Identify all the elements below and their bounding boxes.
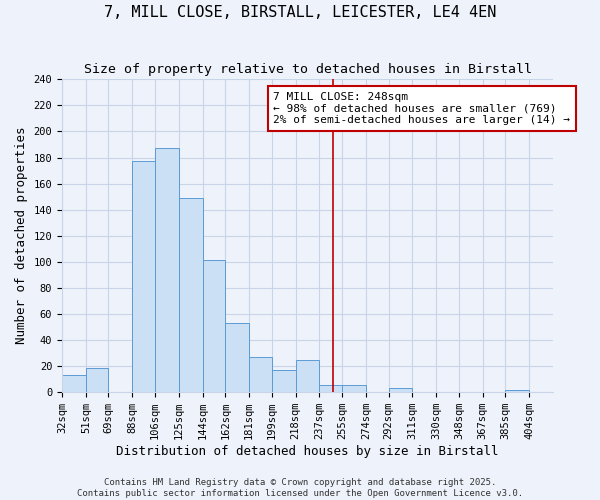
Text: 7 MILL CLOSE: 248sqm
← 98% of detached houses are smaller (769)
2% of semi-detac: 7 MILL CLOSE: 248sqm ← 98% of detached h… xyxy=(273,92,570,125)
Bar xyxy=(342,385,366,392)
Text: 7, MILL CLOSE, BIRSTALL, LEICESTER, LE4 4EN: 7, MILL CLOSE, BIRSTALL, LEICESTER, LE4 … xyxy=(104,5,496,20)
Bar xyxy=(319,385,342,392)
Bar xyxy=(249,356,272,392)
Bar xyxy=(296,360,319,392)
Bar xyxy=(389,388,412,392)
Text: Contains HM Land Registry data © Crown copyright and database right 2025.
Contai: Contains HM Land Registry data © Crown c… xyxy=(77,478,523,498)
Bar xyxy=(225,323,249,392)
Bar xyxy=(133,162,155,392)
Bar xyxy=(86,368,109,392)
Bar xyxy=(272,370,296,392)
Bar xyxy=(62,375,86,392)
X-axis label: Distribution of detached houses by size in Birstall: Distribution of detached houses by size … xyxy=(116,444,499,458)
Bar xyxy=(179,198,203,392)
Title: Size of property relative to detached houses in Birstall: Size of property relative to detached ho… xyxy=(83,62,532,76)
Bar xyxy=(155,148,179,392)
Y-axis label: Number of detached properties: Number of detached properties xyxy=(15,127,28,344)
Bar xyxy=(505,390,529,392)
Bar xyxy=(203,260,225,392)
